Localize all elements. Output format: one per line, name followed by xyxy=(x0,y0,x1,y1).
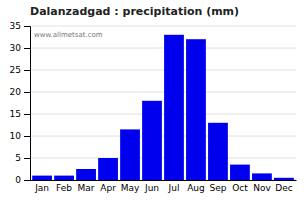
bar xyxy=(208,123,228,180)
bar xyxy=(274,178,294,180)
grid xyxy=(30,26,296,180)
x-tick: Aug xyxy=(187,183,205,193)
x-tick-label: Feb xyxy=(56,183,72,193)
bar xyxy=(54,176,74,180)
x-tick-label: Jun xyxy=(144,183,159,193)
y-tick: 30 xyxy=(10,43,30,53)
x-tick: Dec xyxy=(275,183,292,193)
grid-line xyxy=(30,92,296,93)
x-tick-label: Jan xyxy=(34,183,49,193)
y-axis-line xyxy=(24,27,31,181)
y-tick: 25 xyxy=(10,65,30,75)
bar xyxy=(76,169,96,180)
x-tick-label: Sep xyxy=(209,183,226,193)
y-tick-label: 15 xyxy=(10,109,21,119)
title: Dalanzadgad : precipitation (mm) xyxy=(30,5,239,18)
chart: 0 5 10 15 20 25 30 35 Jan Feb Mar Apr May Jun Jul Aug Se… xyxy=(0,0,306,200)
x-tick: Feb xyxy=(56,183,72,193)
y-tick: 20 xyxy=(10,87,30,97)
y-tick-mark xyxy=(24,48,30,49)
grid-line xyxy=(30,114,296,115)
y-tick-label: 0 xyxy=(15,175,21,185)
bars xyxy=(32,35,294,180)
bar xyxy=(120,129,140,180)
grid-line xyxy=(30,48,296,49)
y-tick-mark xyxy=(24,92,30,93)
y-tick-label: 5 xyxy=(15,153,21,163)
grid-line xyxy=(30,158,296,159)
y-tick-mark xyxy=(24,114,30,115)
x-tick-label: Jul xyxy=(168,183,180,193)
bar xyxy=(164,35,184,180)
x-tick: Jul xyxy=(168,183,180,193)
bar xyxy=(230,165,250,180)
bar xyxy=(98,158,118,180)
y-tick: 5 xyxy=(15,153,30,163)
grid-line xyxy=(30,136,296,137)
x-tick-label: Mar xyxy=(78,183,95,193)
x-tick: Jun xyxy=(144,183,159,193)
watermark: www.allmetsat.com xyxy=(34,31,103,39)
y-axis: 0 5 10 15 20 25 30 35 xyxy=(10,21,31,185)
y-tick-label: 35 xyxy=(10,21,21,31)
y-tick-mark xyxy=(24,136,30,137)
y-tick-mark xyxy=(24,158,30,159)
x-tick: Jan xyxy=(34,183,49,193)
x-axis: Jan Feb Mar Apr May Jun Jul Aug Sep Oct Nov Dec xyxy=(31,181,297,194)
x-tick: Apr xyxy=(100,183,116,193)
bar xyxy=(252,173,272,180)
x-tick: Oct xyxy=(232,183,248,193)
y-tick: 0 xyxy=(15,175,30,185)
x-tick: Sep xyxy=(209,183,226,193)
x-tick-label: Nov xyxy=(253,183,271,193)
y-tick-label: 30 xyxy=(10,43,22,53)
x-tick-label: Oct xyxy=(232,183,248,193)
x-axis-line xyxy=(31,180,297,181)
x-tick: Mar xyxy=(78,183,95,193)
y-tick: 35 xyxy=(10,21,30,31)
y-tick: 15 xyxy=(10,109,30,119)
y-tick: 10 xyxy=(10,131,30,141)
y-tick-label: 25 xyxy=(10,65,21,75)
bar xyxy=(142,101,162,180)
x-tick: Nov xyxy=(253,183,271,193)
x-tick: May xyxy=(121,183,140,193)
x-tick-label: Dec xyxy=(275,183,292,193)
y-tick-mark xyxy=(24,70,30,71)
y-tick-mark xyxy=(24,180,30,181)
grid-line xyxy=(30,26,296,27)
x-tick-label: Aug xyxy=(187,183,205,193)
y-tick-label: 20 xyxy=(10,87,22,97)
grid-line xyxy=(30,70,296,71)
y-tick-label: 10 xyxy=(10,131,22,141)
x-tick-label: Apr xyxy=(100,183,116,193)
y-tick-mark xyxy=(24,26,30,27)
bar xyxy=(186,39,206,180)
x-tick-label: May xyxy=(121,183,140,193)
bar xyxy=(32,176,52,180)
